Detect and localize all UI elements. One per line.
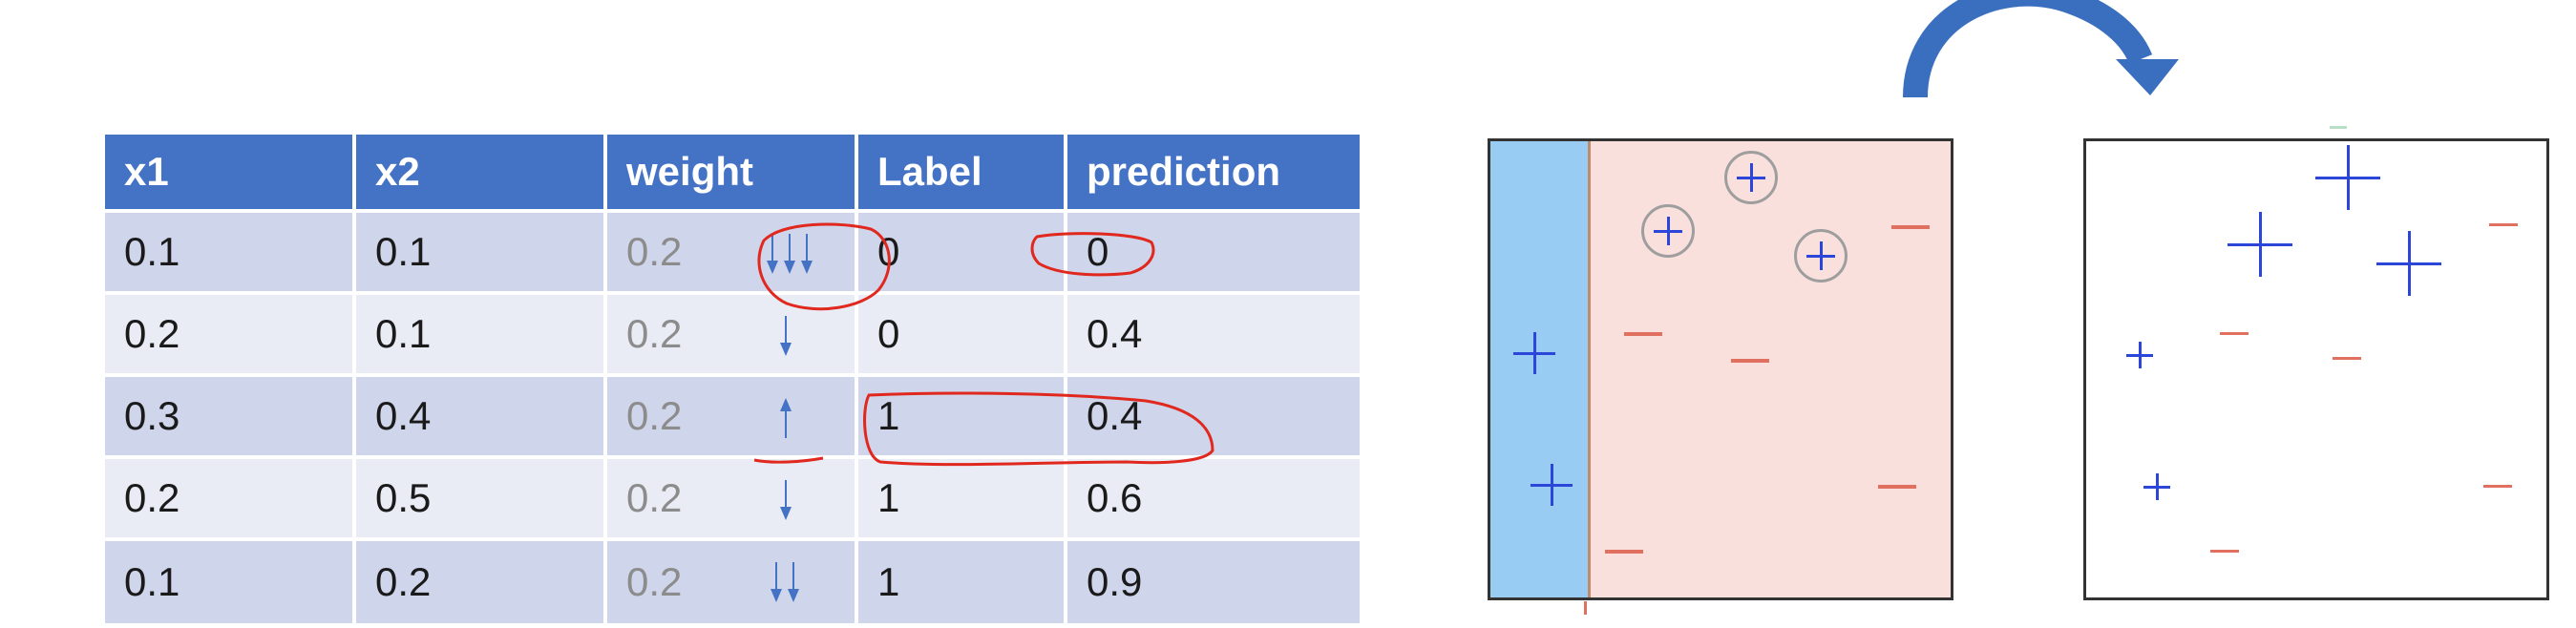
- header-x1: x1: [105, 135, 356, 213]
- positive-region: [1490, 141, 1591, 597]
- weight-value: 0.2: [626, 229, 683, 274]
- cell-weight: 0.2: [607, 213, 858, 295]
- reweighted-panel: [2083, 138, 2549, 600]
- minus-marker-icon: [2333, 357, 2361, 360]
- table-row: 0.1 0.1 0.2 0 0: [105, 213, 1360, 295]
- cell-x1: 0.2: [105, 459, 356, 541]
- header-prediction: prediction: [1067, 135, 1360, 213]
- cell-x2: 0.4: [356, 377, 607, 459]
- cell-label: 1: [858, 541, 1067, 623]
- plus-marker-icon: [2143, 473, 2170, 500]
- weight-value: 0.2: [626, 311, 683, 356]
- down-arrow-icon: [780, 480, 792, 520]
- cell-x1: 0.3: [105, 377, 356, 459]
- table-row: 0.2 0.1 0.2 0 0.4: [105, 295, 1360, 377]
- minus-marker-icon: [1891, 225, 1930, 229]
- plus-marker-icon: [1641, 204, 1695, 258]
- table-row: 0.3 0.4 0.2 1 0.4: [105, 377, 1360, 459]
- classifier-panel: [1488, 138, 1953, 600]
- plus-marker-icon: [2376, 231, 2441, 296]
- minus-marker-icon: [2489, 223, 2518, 226]
- weight-arrows: [753, 213, 830, 295]
- cell-x2: 0.2: [356, 541, 607, 623]
- plus-marker-icon: [2228, 212, 2292, 277]
- minus-marker-icon: [1878, 485, 1916, 489]
- weight-value: 0.2: [626, 559, 683, 604]
- weight-arrows: [753, 295, 830, 377]
- cell-label: 1: [858, 377, 1067, 459]
- up-arrow-icon: [780, 398, 792, 438]
- header-x2: x2: [356, 135, 607, 213]
- header-weight: weight: [607, 135, 858, 213]
- plus-marker-icon: [1513, 332, 1555, 374]
- plus-marker-icon: [1724, 151, 1778, 204]
- plus-marker-icon: [2315, 145, 2380, 210]
- down-arrow-icon: [801, 234, 813, 274]
- minus-marker-icon: [1624, 332, 1662, 336]
- weight-arrows: [753, 377, 830, 459]
- cell-weight: 0.2: [607, 295, 858, 377]
- cell-x1: 0.2: [105, 295, 356, 377]
- down-arrow-icon: [767, 234, 778, 274]
- boundary-tick: [1584, 601, 1587, 615]
- cell-label: 0: [858, 213, 1067, 295]
- table-row: 0.1 0.2 0.2 1 0.9: [105, 541, 1360, 623]
- table-row: 0.2 0.5 0.2 1 0.6: [105, 459, 1360, 541]
- down-arrow-icon: [771, 562, 782, 602]
- down-arrow-icon: [788, 562, 799, 602]
- weight-value: 0.2: [626, 475, 683, 520]
- weights-table: x1 x2 weight Label prediction 0.1 0.1 0.…: [105, 135, 1360, 623]
- minus-marker-icon: [1605, 550, 1643, 554]
- cell-x1: 0.1: [105, 213, 356, 295]
- weight-arrows: [753, 541, 830, 623]
- down-arrow-icon: [780, 316, 792, 356]
- table-header-row: x1 x2 weight Label prediction: [105, 135, 1360, 213]
- cell-weight: 0.2: [607, 377, 858, 459]
- cell-prediction: 0: [1067, 213, 1360, 295]
- header-label: Label: [858, 135, 1067, 213]
- cell-x2: 0.1: [356, 213, 607, 295]
- cell-prediction: 0.6: [1067, 459, 1360, 541]
- cell-label: 1: [858, 459, 1067, 541]
- curved-arrow-icon: [1903, 0, 2179, 98]
- cell-prediction: 0.9: [1067, 541, 1360, 623]
- cell-x1: 0.1: [105, 541, 356, 623]
- cell-weight: 0.2: [607, 541, 858, 623]
- plus-marker-icon: [2126, 342, 2153, 368]
- weight-arrows: [753, 459, 830, 541]
- cell-x2: 0.1: [356, 295, 607, 377]
- down-arrow-icon: [784, 234, 795, 274]
- minus-marker-icon: [2483, 485, 2512, 488]
- plus-marker-icon: [1531, 464, 1573, 506]
- cell-prediction: 0.4: [1067, 377, 1360, 459]
- minus-marker-icon: [2210, 550, 2239, 553]
- cell-x2: 0.5: [356, 459, 607, 541]
- minus-marker-icon: [1731, 359, 1769, 363]
- cell-weight: 0.2: [607, 459, 858, 541]
- cell-prediction: 0.4: [1067, 295, 1360, 377]
- cell-label: 0: [858, 295, 1067, 377]
- plus-marker-icon: [1794, 229, 1848, 283]
- minus-marker-icon: [2220, 332, 2249, 335]
- weight-value: 0.2: [626, 393, 683, 438]
- top-tick: [2330, 126, 2347, 129]
